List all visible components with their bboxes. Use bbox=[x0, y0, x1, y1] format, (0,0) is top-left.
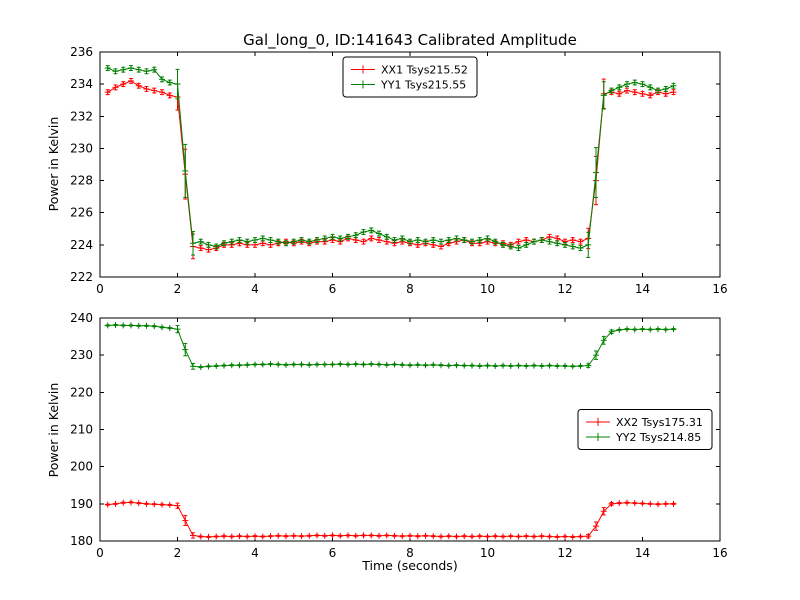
y-tick-label: 226 bbox=[70, 206, 93, 220]
x-tick-label: 10 bbox=[480, 546, 495, 560]
legend-box bbox=[577, 409, 713, 450]
x-tick-label: 12 bbox=[557, 546, 572, 560]
y-tick-label: 190 bbox=[70, 497, 93, 511]
series-yy2 bbox=[104, 322, 677, 371]
legend-key bbox=[586, 418, 610, 426]
legend-entry-label: YY2 Tsys214.85 bbox=[615, 431, 701, 444]
series-markers bbox=[104, 322, 677, 371]
legend-entry-label: YY1 Tsys215.55 bbox=[380, 79, 466, 92]
series-line bbox=[107, 324, 674, 368]
y-tick-label: 232 bbox=[70, 109, 93, 123]
legend-key bbox=[351, 65, 375, 74]
bottom-axes: 0 2 4 6 8 10 12 14 16 180 190 200 210 220 230 240 XX2 Ts… bbox=[70, 311, 728, 560]
x-tick-label: 10 bbox=[480, 282, 495, 296]
x-tick-label: 12 bbox=[557, 282, 572, 296]
legend: XX2 Tsys175.31 YY2 Tsys214.85 bbox=[577, 409, 713, 450]
x-tick-label: 2 bbox=[174, 546, 182, 560]
x-tick-label: 4 bbox=[251, 282, 259, 296]
x-tick-label: 8 bbox=[406, 546, 414, 560]
series-markers bbox=[104, 65, 677, 258]
series-markers bbox=[104, 499, 677, 540]
y-tick-label: 230 bbox=[70, 141, 93, 155]
x-tick-label: 0 bbox=[96, 282, 104, 296]
x-tick-label: 6 bbox=[329, 546, 337, 560]
x-axis-label: Time (seconds) bbox=[361, 558, 457, 573]
y-tick-label: 200 bbox=[70, 460, 93, 474]
x-tick-label: 0 bbox=[96, 546, 104, 560]
tick-labels: 0 2 4 6 8 10 12 14 16 180 190 200 210 220 230 240 bbox=[70, 311, 728, 560]
legend-entry-label: XX2 Tsys175.31 bbox=[616, 416, 703, 429]
x-tick-label: 14 bbox=[635, 282, 650, 296]
y-tick-label: 222 bbox=[70, 270, 93, 284]
y-tick-label: 228 bbox=[70, 174, 93, 188]
y-tick-label: 240 bbox=[70, 311, 93, 325]
y-tick-label: 224 bbox=[70, 238, 93, 252]
y-tick-label: 180 bbox=[70, 534, 93, 548]
y-tick-label: 220 bbox=[70, 385, 93, 399]
legend-entry-label: XX1 Tsys215.52 bbox=[381, 64, 468, 77]
tick-labels: 0 2 4 6 8 10 12 14 16 222 224 226 228 230 232 234 236 bbox=[70, 45, 728, 296]
series-xx1 bbox=[104, 77, 677, 260]
x-tick-label: 16 bbox=[712, 546, 727, 560]
series-line bbox=[107, 501, 674, 538]
legend-box bbox=[342, 56, 478, 98]
y-tick-label: 234 bbox=[70, 77, 93, 91]
x-tick-label: 6 bbox=[329, 282, 337, 296]
series-xx2 bbox=[104, 499, 677, 540]
x-tick-label: 14 bbox=[635, 546, 650, 560]
legend: XX1 Tsys215.52 YY1 Tsys215.55 bbox=[342, 56, 478, 98]
y-tick-label: 230 bbox=[70, 348, 93, 362]
series-markers bbox=[104, 77, 677, 260]
x-tick-label: 8 bbox=[406, 282, 414, 296]
series-yy1 bbox=[104, 65, 677, 258]
bottom-y-axis-label: Power in Kelvin bbox=[46, 383, 61, 478]
plot-title: Gal_long_0, ID:141643 Calibrated Amplitu… bbox=[243, 31, 577, 50]
top-y-axis-label: Power in Kelvin bbox=[46, 117, 61, 212]
ticks bbox=[99, 51, 721, 278]
x-tick-label: 16 bbox=[712, 282, 727, 296]
y-tick-label: 236 bbox=[70, 45, 93, 59]
legend-key bbox=[586, 433, 610, 441]
x-tick-label: 4 bbox=[251, 546, 259, 560]
y-tick-label: 210 bbox=[70, 423, 93, 437]
x-tick-label: 2 bbox=[174, 282, 182, 296]
legend-key bbox=[351, 80, 375, 89]
top-axes: 0 2 4 6 8 10 12 14 16 222 224 226 228 230 232 234 236 XX1… bbox=[70, 45, 728, 296]
series-line bbox=[107, 80, 674, 251]
